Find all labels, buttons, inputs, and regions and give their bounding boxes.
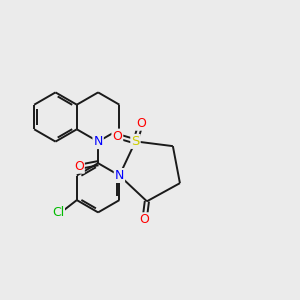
- Text: Cl: Cl: [52, 206, 64, 219]
- Text: O: O: [140, 213, 149, 226]
- Text: O: O: [112, 130, 122, 142]
- Text: N: N: [115, 169, 124, 182]
- Text: N: N: [93, 135, 103, 148]
- Text: S: S: [131, 135, 140, 148]
- Text: O: O: [136, 117, 146, 130]
- Text: O: O: [74, 160, 84, 173]
